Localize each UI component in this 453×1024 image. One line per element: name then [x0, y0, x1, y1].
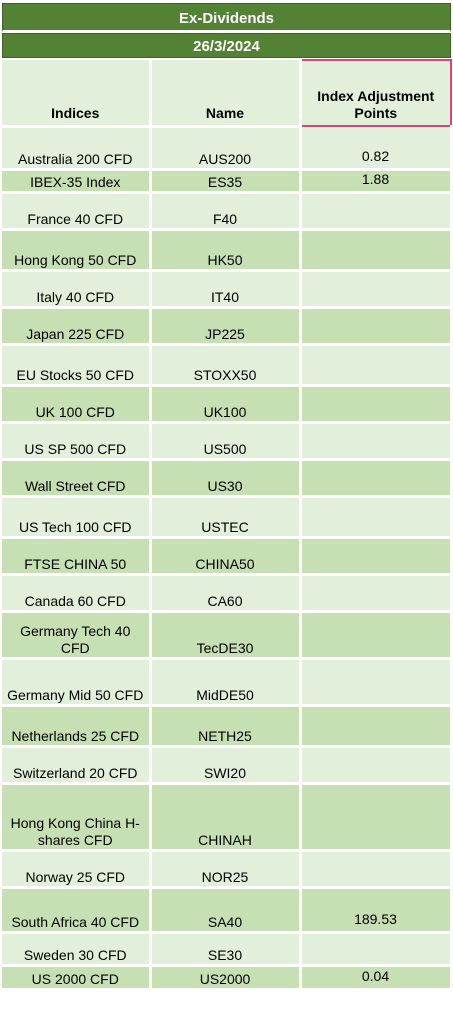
table-row: Italy 40 CFD IT40: [2, 270, 453, 309]
cell-adjustment-points: [300, 932, 453, 967]
cell-index: Germany Mid 50 CFD: [2, 658, 152, 707]
table-body: Australia 200 CFD AUS200 0.82 IBEX-35 Index…: [2, 126, 453, 991]
cell-name: F40: [150, 192, 302, 231]
table-row: Canada 60 CFD CA60: [2, 574, 453, 613]
cell-adjustment-points: [300, 422, 453, 461]
cell-adjustment-points: [300, 658, 453, 707]
column-header-indices: Indices: [2, 60, 152, 128]
cell-name: UK100: [150, 385, 302, 424]
table-row: FTSE CHINA 50 CHINA50: [2, 537, 453, 576]
cell-adjustment-points: [300, 705, 453, 748]
cell-adjustment-points: 0.82: [300, 126, 453, 171]
cell-index: France 40 CFD: [2, 192, 152, 231]
table-row: Hong Kong 50 CFD HK50: [2, 229, 453, 272]
cell-adjustment-points: [300, 229, 453, 272]
cell-name: NETH25: [150, 705, 302, 748]
table-row: US Tech 100 CFD USTEC: [2, 496, 453, 539]
table-row: Sweden 30 CFD SE30: [2, 932, 453, 967]
sheet-date: 26/3/2024: [2, 33, 451, 58]
table-row: US 2000 CFD US2000 0.04: [2, 965, 453, 991]
cell-index: US Tech 100 CFD: [2, 496, 152, 539]
cell-adjustment-points: [300, 385, 453, 424]
cell-name: HK50: [150, 229, 302, 272]
table-row: Hong Kong China H-shares CFD CHINAH: [2, 783, 453, 852]
cell-name: CHINAH: [150, 783, 302, 852]
cell-index: Norway 25 CFD: [2, 850, 152, 889]
cell-adjustment-points: [300, 344, 453, 387]
table-row: Japan 225 CFD JP225: [2, 307, 453, 346]
table-row: Australia 200 CFD AUS200 0.82: [2, 126, 453, 171]
cell-adjustment-points: [300, 537, 453, 576]
cell-adjustment-points: 0.04: [300, 965, 453, 991]
cell-index: US SP 500 CFD: [2, 422, 152, 461]
cell-name: IT40: [150, 270, 302, 309]
cell-index: Sweden 30 CFD: [2, 932, 152, 967]
cell-adjustment-points: 189.53: [300, 887, 453, 934]
cell-adjustment-points: [300, 307, 453, 346]
cell-index: Canada 60 CFD: [2, 574, 152, 613]
cell-index: Italy 40 CFD: [2, 270, 152, 309]
ex-dividends-table: Indices Name Index Adjustment Points Aus…: [2, 59, 453, 991]
cell-adjustment-points: 1.88: [300, 169, 453, 194]
cell-name: US30: [150, 459, 302, 498]
cell-index: Netherlands 25 CFD: [2, 705, 152, 748]
cell-adjustment-points: [300, 459, 453, 498]
cell-adjustment-points: [300, 746, 453, 785]
table-row: South Africa 40 CFD SA40 189.53: [2, 887, 453, 934]
cell-name: TecDE30: [150, 611, 302, 660]
cell-index: IBEX-35 Index: [2, 169, 152, 194]
cell-name: AUS200: [150, 126, 302, 171]
cell-index: Australia 200 CFD: [2, 126, 152, 171]
cell-index: Japan 225 CFD: [2, 307, 152, 346]
cell-name: USTEC: [150, 496, 302, 539]
cell-name: CA60: [150, 574, 302, 613]
cell-adjustment-points: [300, 611, 453, 660]
column-header-name: Name: [150, 60, 302, 128]
column-header-index-adjustment-points: Index Adjustment Points: [299, 59, 452, 127]
cell-name: NOR25: [150, 850, 302, 889]
cell-index: Hong Kong China H-shares CFD: [2, 783, 152, 852]
cell-index: EU Stocks 50 CFD: [2, 344, 152, 387]
cell-name: ES35: [150, 169, 302, 194]
cell-name: US2000: [150, 965, 302, 991]
cell-index: Switzerland 20 CFD: [2, 746, 152, 785]
table-row: Netherlands 25 CFD NETH25: [2, 705, 453, 748]
cell-name: CHINA50: [150, 537, 302, 576]
cell-adjustment-points: [300, 574, 453, 613]
table-row: Switzerland 20 CFD SWI20: [2, 746, 453, 785]
cell-name: SWI20: [150, 746, 302, 785]
cell-name: JP225: [150, 307, 302, 346]
table-row: Wall Street CFD US30: [2, 459, 453, 498]
table-row: Germany Tech 40 CFD TecDE30: [2, 611, 453, 660]
cell-name: US500: [150, 422, 302, 461]
cell-adjustment-points: [300, 850, 453, 889]
cell-index: Germany Tech 40 CFD: [2, 611, 152, 660]
table-row: US SP 500 CFD US500: [2, 422, 453, 461]
cell-adjustment-points: [300, 192, 453, 231]
cell-name: MidDE50: [150, 658, 302, 707]
sheet-title: Ex-Dividends: [2, 3, 451, 32]
table-row: UK 100 CFD UK100: [2, 385, 453, 424]
cell-index: Wall Street CFD: [2, 459, 152, 498]
cell-index: Hong Kong 50 CFD: [2, 229, 152, 272]
table-row: IBEX-35 Index ES35 1.88: [2, 169, 453, 194]
table-row: France 40 CFD F40: [2, 192, 453, 231]
cell-name: STOXX50: [150, 344, 302, 387]
cell-index: UK 100 CFD: [2, 385, 152, 424]
cell-name: SA40: [150, 887, 302, 934]
cell-adjustment-points: [300, 270, 453, 309]
cell-adjustment-points: [300, 783, 453, 852]
cell-name: SE30: [150, 932, 302, 967]
table-row: Norway 25 CFD NOR25: [2, 850, 453, 889]
table-row: Germany Mid 50 CFD MidDE50: [2, 658, 453, 707]
cell-index: US 2000 CFD: [2, 965, 152, 991]
cell-index: FTSE CHINA 50: [2, 537, 152, 576]
cell-adjustment-points: [300, 496, 453, 539]
table-row: EU Stocks 50 CFD STOXX50: [2, 344, 453, 387]
cell-index: South Africa 40 CFD: [2, 887, 152, 934]
